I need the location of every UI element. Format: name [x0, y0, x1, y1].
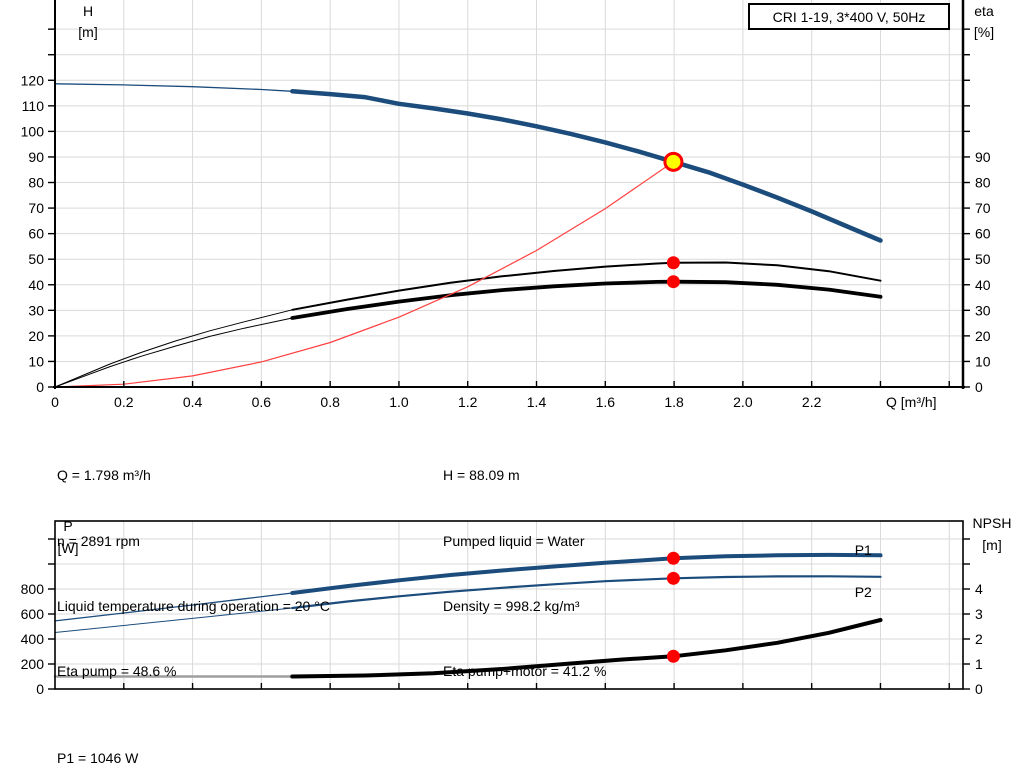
y-left-tick-label: 10 — [28, 353, 44, 369]
x-tick-label: 0 — [51, 394, 59, 410]
info-density: Density = 998.2 kg/m³ — [443, 597, 580, 614]
y-left-tick-label: 20 — [28, 328, 44, 344]
x-tick-label: 1.6 — [596, 394, 616, 410]
info-q: Q = 1.798 m³/h — [57, 467, 151, 484]
x-tick-label: 0.2 — [114, 394, 134, 410]
y-right-tick-label: 20 — [975, 328, 991, 344]
y-right-tick-label: 30 — [975, 302, 991, 318]
x-tick-label: 2.0 — [733, 394, 753, 410]
y-left-tick-label: 40 — [28, 277, 44, 293]
eta-pump-point — [666, 256, 680, 270]
p1-point — [666, 551, 680, 565]
x-axis-title: Q [m³/h] — [886, 394, 937, 410]
y-left-tick-label: 50 — [28, 251, 44, 267]
y-left-tick-label: 600 — [21, 606, 45, 622]
info-speed: n = 2891 rpm — [57, 532, 140, 549]
y-left-axis-title: H — [82, 3, 94, 19]
npsh-curve — [290, 618, 883, 679]
y-left-tick-label: 0 — [36, 379, 44, 395]
npsh-point — [666, 649, 680, 663]
y-right-tick-label: 50 — [975, 251, 991, 267]
y-right-tick-label: 0 — [975, 681, 983, 697]
eta-pump-curve — [291, 261, 882, 311]
y-left-tick-label: 110 — [22, 98, 45, 114]
y-right-tick-label: 0 — [975, 379, 983, 395]
y-left-tick-label: 0 — [36, 681, 44, 697]
eta-pump-motor-curve — [290, 279, 883, 320]
npsh-axis-title: NPSH — [972, 515, 1012, 531]
qh-eta-chart: 0 10 20 30 40 50 60 70 80 90 100 110 120 0 10 20 30 40 50 6… — [21, 0, 991, 410]
eta-pump-curve — [54, 309, 293, 388]
y-right-tick-label: 60 — [975, 226, 991, 242]
info-eta-pump-motor: Eta pump+motor = 41.2 % — [443, 662, 607, 679]
p1-power-curve — [54, 592, 293, 622]
y-right-axis-title: eta — [974, 3, 994, 19]
y-left-tick-label: 120 — [21, 72, 45, 88]
x-tick-label: 2.2 — [802, 394, 822, 410]
y-right-axis-unit: [%] — [973, 24, 995, 40]
y-right-tick-label: 1 — [975, 656, 983, 672]
y-left-tick-label: 30 — [28, 302, 44, 318]
p2-point — [666, 571, 680, 585]
eta-pump-motor-curve — [54, 317, 293, 388]
y-right-tick-label: 3 — [975, 606, 983, 622]
x-tick-label: 0.4 — [183, 394, 203, 410]
duty-info-right: H = 88.09 m Pumped liquid = Water Densit… — [443, 422, 606, 726]
x-tick-label: 1.0 — [389, 394, 409, 410]
info-liquid-temp: Liquid temperature during operation = 20… — [57, 597, 330, 614]
pump-designation-box: CRI 1-19, 3*400 V, 50Hz — [748, 3, 950, 30]
duty-info-left: Q = 1.798 m³/h n = 2891 rpm Liquid tempe… — [57, 422, 330, 726]
head-curve-qh — [290, 89, 883, 243]
head-curve-qh — [54, 83, 293, 92]
duty-point — [663, 151, 684, 172]
y-left-tick-label: 80 — [28, 175, 44, 191]
p-axis-unit: [W] — [57, 540, 79, 556]
info-head: H = 88.09 m — [443, 467, 520, 484]
y-right-tick-label: 90 — [975, 149, 991, 165]
power-npsh-chart: 0 200 400 600 800 0 1 2 3 4 P1 P2 — [21, 520, 983, 697]
x-tick-label: 1.4 — [527, 394, 547, 410]
p2-power-curve — [291, 575, 882, 610]
y-right-tick-label: 70 — [975, 200, 991, 216]
y-right-tick-label: 40 — [975, 277, 991, 293]
series-label-P1: P1 — [855, 542, 872, 558]
y-left-tick-label: 70 — [28, 200, 44, 216]
x-tick-label: 1.2 — [458, 394, 478, 410]
y-right-tick-label: 10 — [975, 353, 991, 369]
y-left-tick-label: 90 — [28, 149, 44, 165]
power-info-block: P1 = 1046 W P2 = 885.3 W NPSH = 1.31 m — [57, 701, 155, 781]
y-right-tick-label: 80 — [975, 175, 991, 191]
series-label-P2: P2 — [855, 584, 872, 600]
info-eta-pump: Eta pump = 48.6 % — [57, 662, 177, 679]
y-right-tick-label: 4 — [975, 581, 983, 597]
eta-pump-motor-point — [666, 275, 680, 289]
y-left-tick-label: 100 — [21, 123, 45, 139]
info-p1: P1 = 1046 W — [57, 750, 139, 766]
x-tick-label: 0.6 — [252, 394, 272, 410]
y-left-tick-label: 200 — [21, 656, 45, 672]
p-axis-title: P — [63, 518, 73, 534]
y-left-tick-label: 400 — [21, 631, 45, 647]
y-left-tick-label: 800 — [21, 581, 45, 597]
p2-power-curve — [54, 607, 293, 633]
p1-power-curve — [290, 552, 883, 595]
y-left-axis-unit: [m] — [78, 24, 98, 40]
plot-frame — [54, 520, 964, 690]
npsh-axis-unit: [m] — [982, 537, 1002, 553]
y-left-tick-label: 60 — [28, 226, 44, 242]
system-curve — [54, 161, 674, 388]
x-tick-label: 0.8 — [320, 394, 340, 410]
info-pumped-liquid: Pumped liquid = Water — [443, 532, 585, 549]
y-right-tick-label: 2 — [975, 631, 983, 647]
x-tick-label: 1.8 — [664, 394, 684, 410]
